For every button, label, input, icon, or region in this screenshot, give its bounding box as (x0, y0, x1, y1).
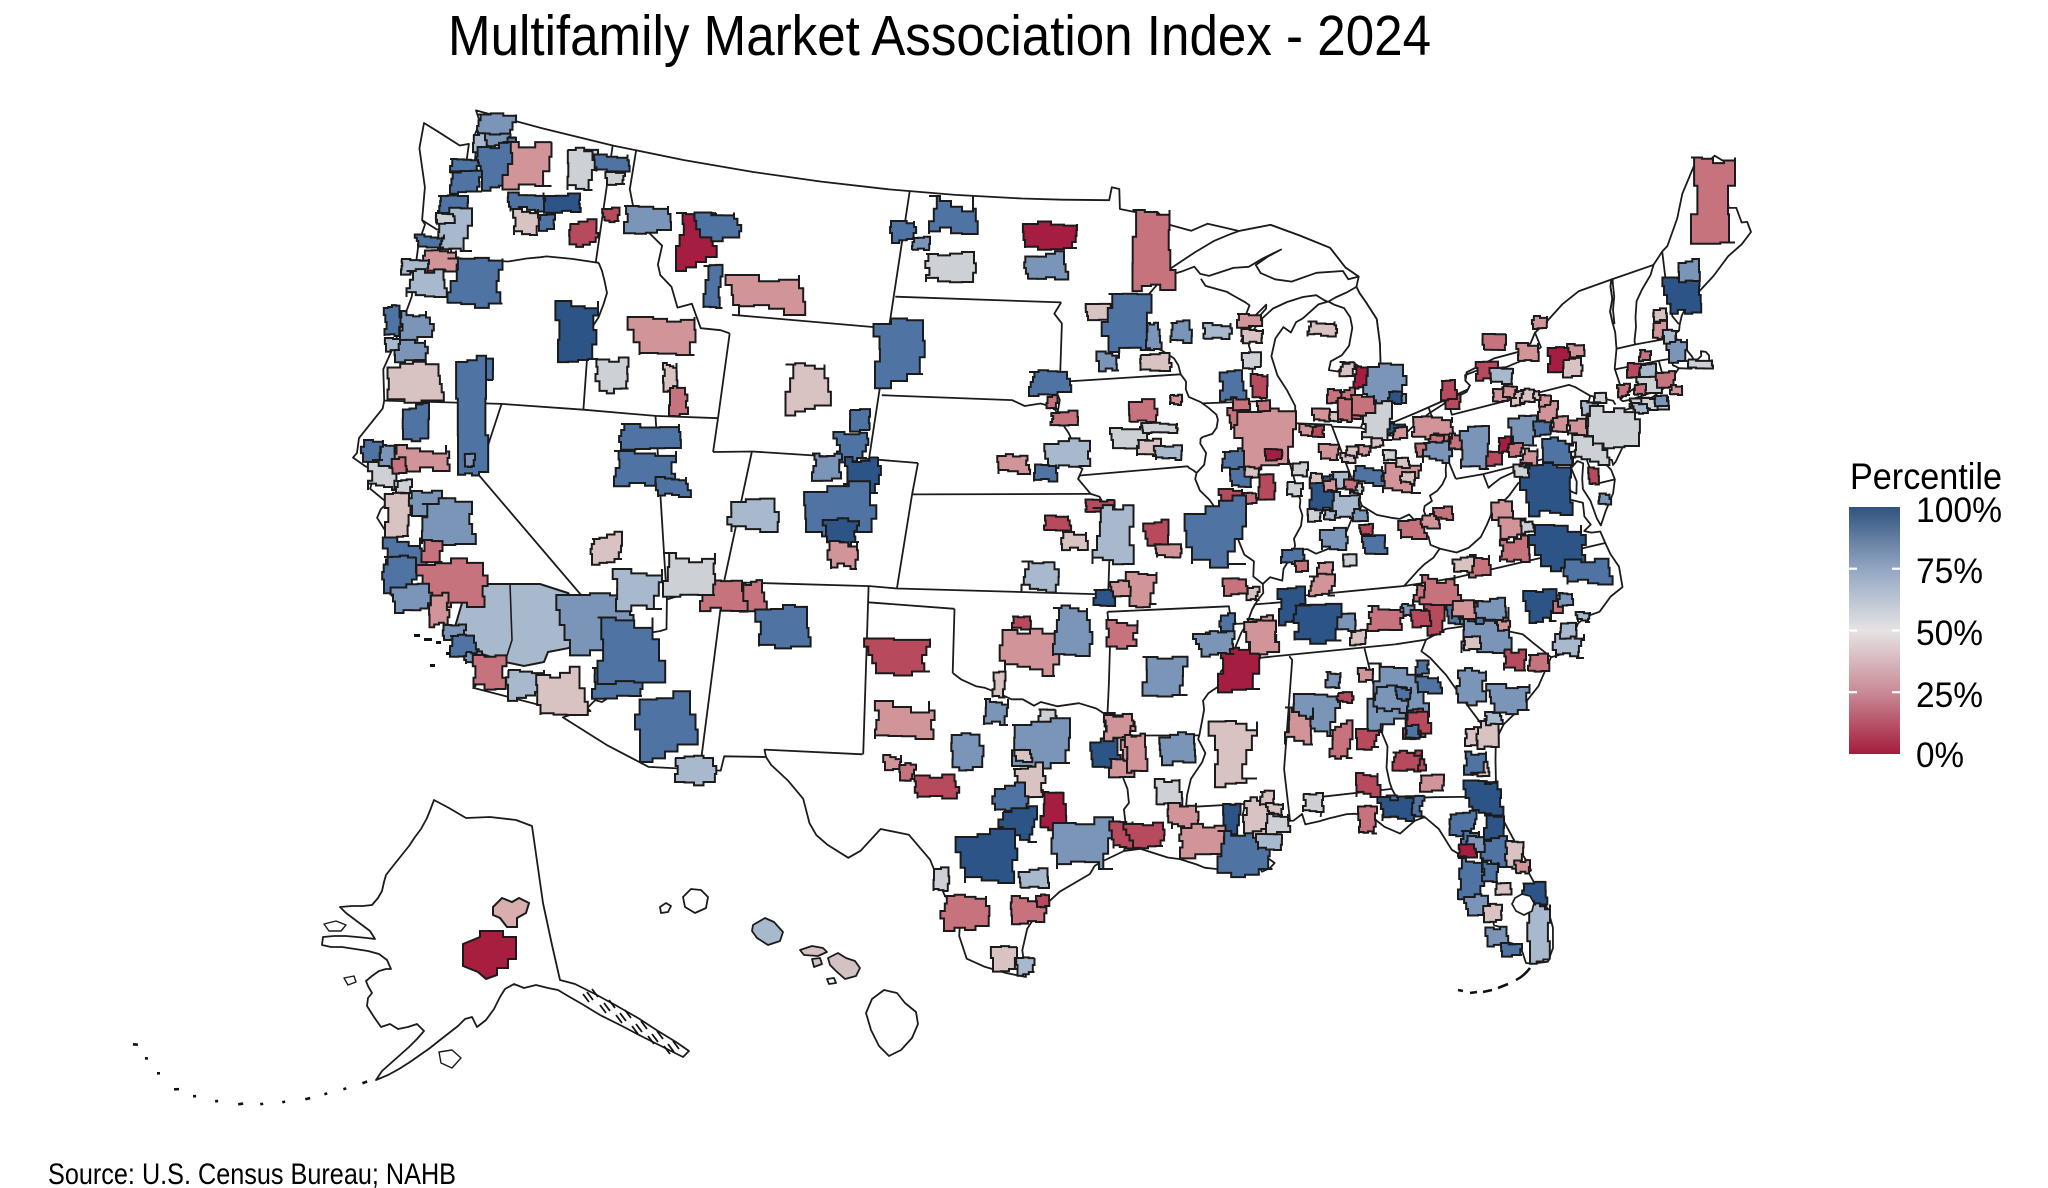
svg-text:Multifamily Market Association: Multifamily Market Association Index - 2… (448, 4, 1431, 68)
svg-text:50%: 50% (1916, 614, 1983, 653)
svg-text:100%: 100% (1916, 491, 2002, 530)
svg-text:Source: U.S. Census Bureau; NA: Source: U.S. Census Bureau; NAHB (48, 1158, 456, 1188)
svg-text:25%: 25% (1916, 676, 1983, 715)
svg-text:Percentile: Percentile (1850, 456, 2002, 497)
svg-text:75%: 75% (1916, 552, 1983, 591)
svg-text:0%: 0% (1916, 736, 1964, 775)
